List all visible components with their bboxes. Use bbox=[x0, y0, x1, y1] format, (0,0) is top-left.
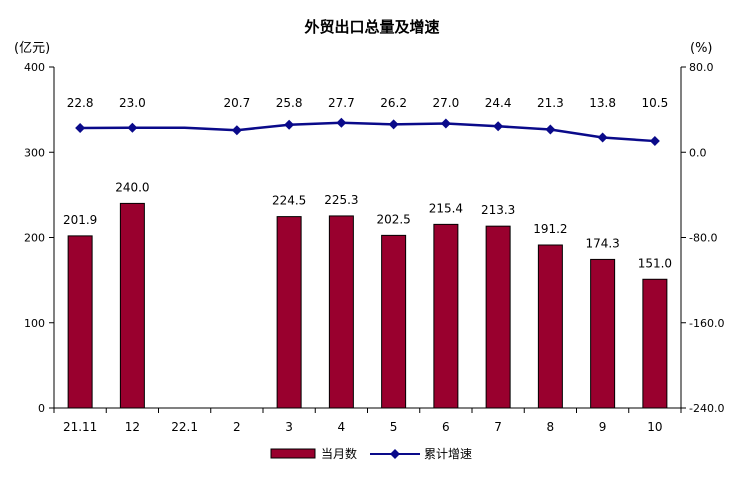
x-tick-label: 4 bbox=[338, 420, 346, 434]
growth-value-label: 20.7 bbox=[224, 96, 251, 110]
growth-value-label: 26.2 bbox=[380, 96, 407, 110]
bar-value-label: 201.9 bbox=[63, 213, 97, 227]
growth-marker bbox=[649, 136, 660, 147]
y-right-tick-label: -240.0 bbox=[689, 402, 724, 415]
bar bbox=[485, 225, 511, 409]
y-left-tick-label: 200 bbox=[24, 232, 45, 245]
y-left-tick-label: 0 bbox=[38, 402, 45, 415]
growth-value-label: 21.3 bbox=[537, 96, 564, 110]
growth-value-label: 27.7 bbox=[328, 96, 355, 110]
growth-line bbox=[80, 121, 655, 143]
growth-marker bbox=[284, 119, 295, 130]
bar bbox=[590, 258, 616, 409]
y-right-label: (%) bbox=[690, 41, 713, 56]
bar-value-label: 224.5 bbox=[272, 194, 306, 208]
bar-value-label: 225.3 bbox=[324, 193, 358, 207]
x-tick-label: 12 bbox=[125, 420, 140, 434]
x-tick-label: 3 bbox=[285, 420, 293, 434]
growth-marker bbox=[597, 132, 608, 143]
bar bbox=[642, 278, 668, 409]
bar bbox=[433, 223, 459, 409]
x-tick-label: 22.1 bbox=[171, 420, 198, 434]
bar-value-label: 151.0 bbox=[638, 256, 672, 270]
bar-value-label: 202.5 bbox=[376, 212, 410, 226]
legend: 当月数 累计增速 bbox=[270, 446, 472, 461]
growth-marker bbox=[493, 121, 504, 132]
bar bbox=[537, 244, 563, 409]
bar-value-label: 191.2 bbox=[533, 222, 567, 236]
bar bbox=[328, 215, 354, 409]
y-right-tick-label: -80.0 bbox=[689, 232, 717, 245]
bar-value-label: 215.4 bbox=[429, 201, 463, 215]
growth-marker bbox=[75, 122, 86, 133]
growth-value-label: 23.0 bbox=[119, 96, 146, 110]
y-right-tick-label: 80.0 bbox=[689, 61, 714, 74]
x-tick-label: 7 bbox=[494, 420, 502, 434]
growth-marker bbox=[127, 122, 138, 133]
legend-line-label: 累计增速 bbox=[424, 447, 472, 461]
chart-title: 外贸出口总量及增速 bbox=[303, 18, 439, 36]
x-tick-label: 10 bbox=[647, 420, 662, 434]
growth-marker bbox=[545, 124, 556, 135]
legend-bar-swatch bbox=[270, 448, 316, 459]
x-tick-label: 6 bbox=[442, 420, 450, 434]
x-tick-label: 5 bbox=[390, 420, 398, 434]
legend-line-marker bbox=[390, 449, 400, 459]
growth-marker bbox=[440, 118, 451, 129]
bar-value-label: 240.0 bbox=[115, 180, 149, 194]
growth-marker bbox=[388, 119, 399, 130]
x-tick-label: 21.11 bbox=[63, 420, 97, 434]
growth-value-label: 25.8 bbox=[276, 96, 303, 110]
bar-value-label: 174.3 bbox=[585, 236, 619, 250]
bar bbox=[276, 216, 302, 409]
growth-value-label: 10.5 bbox=[642, 96, 669, 110]
y-left-tick-label: 300 bbox=[24, 146, 45, 159]
bar-value-label: 213.3 bbox=[481, 203, 515, 217]
x-tick-label: 9 bbox=[599, 420, 607, 434]
y-left-label: (亿元) bbox=[14, 41, 50, 56]
bar bbox=[381, 234, 407, 409]
y-right-tick-label: -160.0 bbox=[689, 317, 724, 330]
x-tick-label: 2 bbox=[233, 420, 241, 434]
bar bbox=[119, 202, 145, 409]
y-left-tick-label: 400 bbox=[24, 61, 45, 74]
growth-value-label: 24.4 bbox=[485, 96, 512, 110]
bar bbox=[67, 235, 93, 409]
legend-bar-label: 当月数 bbox=[321, 446, 357, 461]
growth-marker bbox=[231, 125, 242, 136]
y-left-tick-label: 100 bbox=[24, 317, 45, 330]
growth-value-label: 13.8 bbox=[589, 96, 616, 110]
growth-value-label: 22.8 bbox=[67, 96, 94, 110]
x-tick-label: 8 bbox=[547, 420, 555, 434]
growth-marker bbox=[336, 117, 347, 128]
y-right-tick-label: 0.0 bbox=[689, 146, 707, 159]
growth-value-label: 27.0 bbox=[433, 96, 460, 110]
